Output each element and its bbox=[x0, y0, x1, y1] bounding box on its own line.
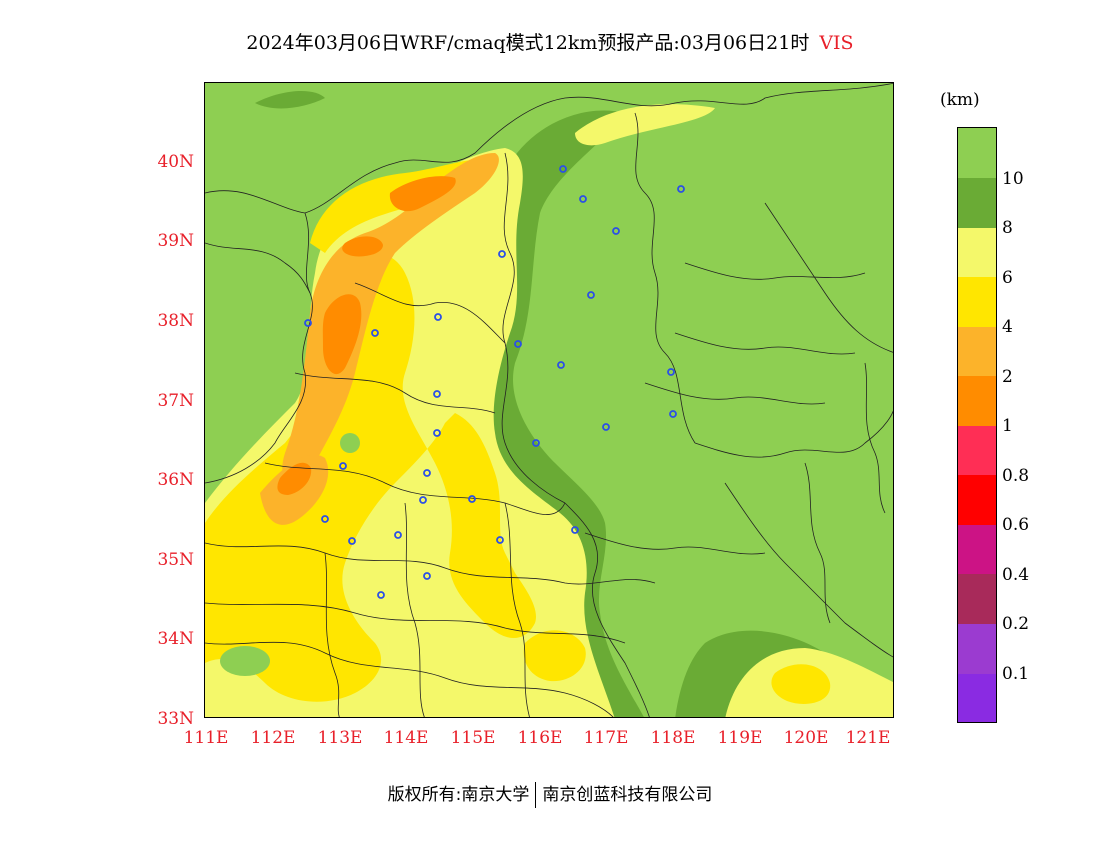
legend-swatch-9 bbox=[958, 574, 996, 624]
legend-label-0-6: 0.6 bbox=[1002, 515, 1030, 535]
chart-title: 2024年03月06日WRF/cmaq模式12km预报产品:03月06日21时 V… bbox=[0, 28, 1100, 55]
field-vis-8-10-corridor bbox=[489, 110, 644, 717]
lon-label-111e: 111E bbox=[183, 728, 229, 748]
legend-swatch-10 bbox=[958, 624, 996, 674]
lon-label-121e: 121E bbox=[845, 728, 891, 748]
field-vis-gt10-pocket bbox=[220, 646, 270, 676]
city-markers bbox=[304, 165, 685, 599]
footer-copyright-owner: 版权所有:南京大学 bbox=[387, 785, 530, 805]
lat-label-36n: 36N bbox=[157, 470, 194, 490]
legend-label-8: 8 bbox=[1002, 218, 1013, 238]
map-frame bbox=[204, 82, 894, 718]
field-vis-1-2-mid bbox=[342, 236, 383, 257]
legend-label-0-1: 0.1 bbox=[1002, 664, 1030, 684]
legend-label-0-4: 0.4 bbox=[1002, 565, 1030, 585]
legend-swatch-0 bbox=[958, 128, 996, 178]
field-vis-4-6 bbox=[205, 254, 536, 702]
lat-label-34n: 34N bbox=[157, 629, 194, 649]
legend-label-4: 4 bbox=[1002, 317, 1013, 337]
legend-swatch-5 bbox=[958, 376, 996, 426]
title-main: 2024年03月06日WRF/cmaq模式12km预报产品:03月06日21时 bbox=[246, 32, 810, 54]
province-boundaries bbox=[205, 83, 893, 717]
lon-label-117e: 117E bbox=[583, 728, 629, 748]
field-vis-1-2-southwest bbox=[277, 462, 312, 495]
lat-label-37n: 37N bbox=[157, 391, 194, 411]
title-variable: VIS bbox=[819, 32, 854, 54]
lon-label-120e: 120E bbox=[783, 728, 829, 748]
footer-separator bbox=[535, 782, 537, 808]
field-vis-4-6-south bbox=[523, 630, 586, 682]
lat-label-35n: 35N bbox=[157, 550, 194, 570]
legend-label-2: 2 bbox=[1002, 367, 1013, 387]
legend-swatch-3 bbox=[958, 277, 996, 327]
legend-label-10: 10 bbox=[1002, 169, 1024, 189]
legend-swatch-1 bbox=[958, 178, 996, 228]
lon-label-113e: 113E bbox=[317, 728, 363, 748]
field-vis-gt10-north-strip bbox=[255, 91, 325, 109]
legend-label-1: 1 bbox=[1002, 416, 1013, 436]
visibility-map bbox=[205, 83, 893, 717]
lon-label-119e: 119E bbox=[717, 728, 763, 748]
legend-swatch-7 bbox=[958, 475, 996, 525]
field-vis-6-8-north bbox=[575, 104, 715, 146]
lon-label-114e: 114E bbox=[383, 728, 429, 748]
legend-label-0-8: 0.8 bbox=[1002, 466, 1030, 486]
legend-swatch-2 bbox=[958, 228, 996, 277]
lon-label-112e: 112E bbox=[250, 728, 296, 748]
legend-unit-label: (km) bbox=[940, 90, 980, 110]
field-vis-2-4 bbox=[282, 153, 499, 488]
lon-label-115e: 115E bbox=[450, 728, 496, 748]
field-vis-4-6-east bbox=[771, 664, 831, 704]
lat-label-40n: 40N bbox=[157, 152, 194, 172]
legend-label-6: 6 bbox=[1002, 268, 1013, 288]
lon-label-118e: 118E bbox=[650, 728, 696, 748]
lat-label-33n: 33N bbox=[157, 709, 194, 729]
copyright-footer: 版权所有:南京大学 南京创蓝科技有限公司 bbox=[0, 780, 1100, 808]
legend-swatch-11 bbox=[958, 674, 996, 722]
legend-swatch-4 bbox=[958, 327, 996, 376]
legend-swatch-8 bbox=[958, 525, 996, 574]
lat-label-38n: 38N bbox=[157, 311, 194, 331]
lon-label-116e: 116E bbox=[517, 728, 563, 748]
legend-label-0-2: 0.2 bbox=[1002, 614, 1030, 634]
legend-swatch-6 bbox=[958, 426, 996, 475]
footer-company: 南京创蓝科技有限公司 bbox=[542, 785, 713, 805]
field-vis-1-2-north bbox=[389, 176, 456, 212]
lat-label-39n: 39N bbox=[157, 231, 194, 251]
field-vis-1-2 bbox=[322, 294, 362, 375]
color-legend bbox=[957, 127, 997, 723]
field-vis-gt10-pocket-2 bbox=[340, 433, 360, 453]
